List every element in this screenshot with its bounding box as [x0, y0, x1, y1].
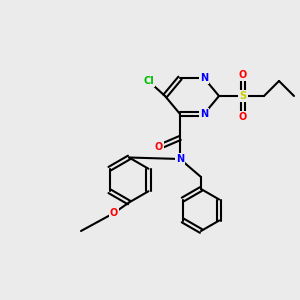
Text: N: N — [200, 109, 208, 119]
Text: O: O — [155, 142, 163, 152]
Text: Cl: Cl — [143, 76, 154, 86]
Text: O: O — [110, 208, 118, 218]
Text: S: S — [239, 91, 247, 101]
Text: N: N — [176, 154, 184, 164]
Text: O: O — [239, 112, 247, 122]
Text: O: O — [239, 70, 247, 80]
Text: N: N — [200, 73, 208, 83]
